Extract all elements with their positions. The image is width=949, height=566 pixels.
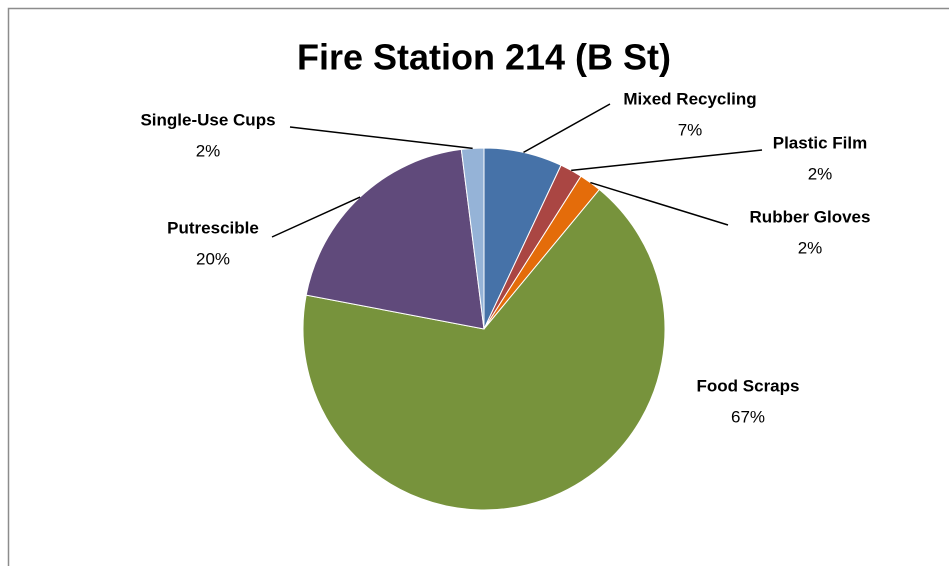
data-label-name: Single-Use Cups [140,110,275,129]
pie-slice [305,148,485,330]
data-label-name: Mixed Recycling [623,89,756,108]
leader-line [590,181,729,226]
pie-slice [302,188,666,511]
data-label-value: 67% [731,407,765,426]
data-label-name: Rubber Gloves [750,207,871,226]
data-label-value: 7% [678,120,703,139]
leader-line [523,103,611,154]
data-label-value: 20% [196,249,230,268]
data-label-value: 2% [196,141,221,160]
chart-title: Fire Station 214 (B St) [297,37,671,78]
data-label-value: 2% [798,238,823,257]
leader-line [571,149,763,172]
data-label-name: Food Scraps [697,376,800,395]
pie-slice [460,147,485,330]
data-label-name: Putrescible [167,218,259,237]
data-label-value: 2% [808,164,833,183]
leader-line [271,196,361,238]
data-label-name: Plastic Film [773,133,867,152]
leader-line [289,126,473,150]
